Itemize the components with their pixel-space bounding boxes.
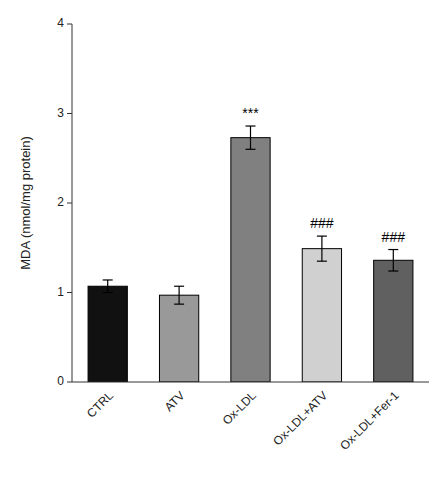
tick [67,113,72,114]
error-bar [317,236,327,261]
plot-area [88,126,413,382]
error-bar [174,286,184,304]
error-cap [317,236,327,237]
bar [159,295,198,382]
error-bar [388,250,398,271]
error-line [179,286,180,304]
error-cap [174,286,184,287]
annotation: ### [310,215,334,231]
tick [67,292,72,293]
error-line [393,250,394,271]
bar [231,138,270,382]
error-bar [246,126,256,149]
bar [302,249,341,382]
annotations: *** ### ### [242,105,405,245]
tick [67,203,72,204]
tick [67,24,72,25]
tick-label: Ox-LDL+ATV [270,388,330,448]
annotation: ### [382,229,406,245]
tick-label: ATV [162,388,188,414]
error-line [250,126,251,149]
tick-label: CTRL [84,388,116,420]
error-cap [388,270,398,271]
error-cap [246,125,256,126]
error-cap [103,292,113,293]
bar [88,286,127,382]
axis-label: MDA (nmol/mg protein) [18,136,33,270]
error-cap [246,149,256,150]
tick-label: 3 [57,106,64,120]
error-cap [103,279,113,280]
annotation: *** [242,105,259,121]
chart: 0 1 2 3 4 MDA (nmol/mg protein) CTRL ATV Ox-LDL O… [0,0,445,500]
tick-label: 1 [57,285,64,299]
error-line [107,280,108,293]
y-axis: 0 1 2 3 4 [57,16,72,388]
bar [374,260,413,382]
x-axis: CTRL ATV Ox-LDL Ox-LDL+ATVOx-LDL+Fer-1 [72,382,429,453]
error-line [321,236,322,261]
axis-line [72,382,429,383]
tick [67,382,72,383]
error-cap [388,249,398,250]
error-cap [174,304,184,305]
tick-label: 2 [57,195,64,209]
tick-label: 4 [57,16,64,30]
tick-label: 0 [57,374,64,388]
error-bar [103,280,113,293]
tick-label: Ox-LDL [220,388,259,427]
error-cap [317,261,327,262]
tick-label: Ox-LDL+Fer-1 [337,388,402,453]
